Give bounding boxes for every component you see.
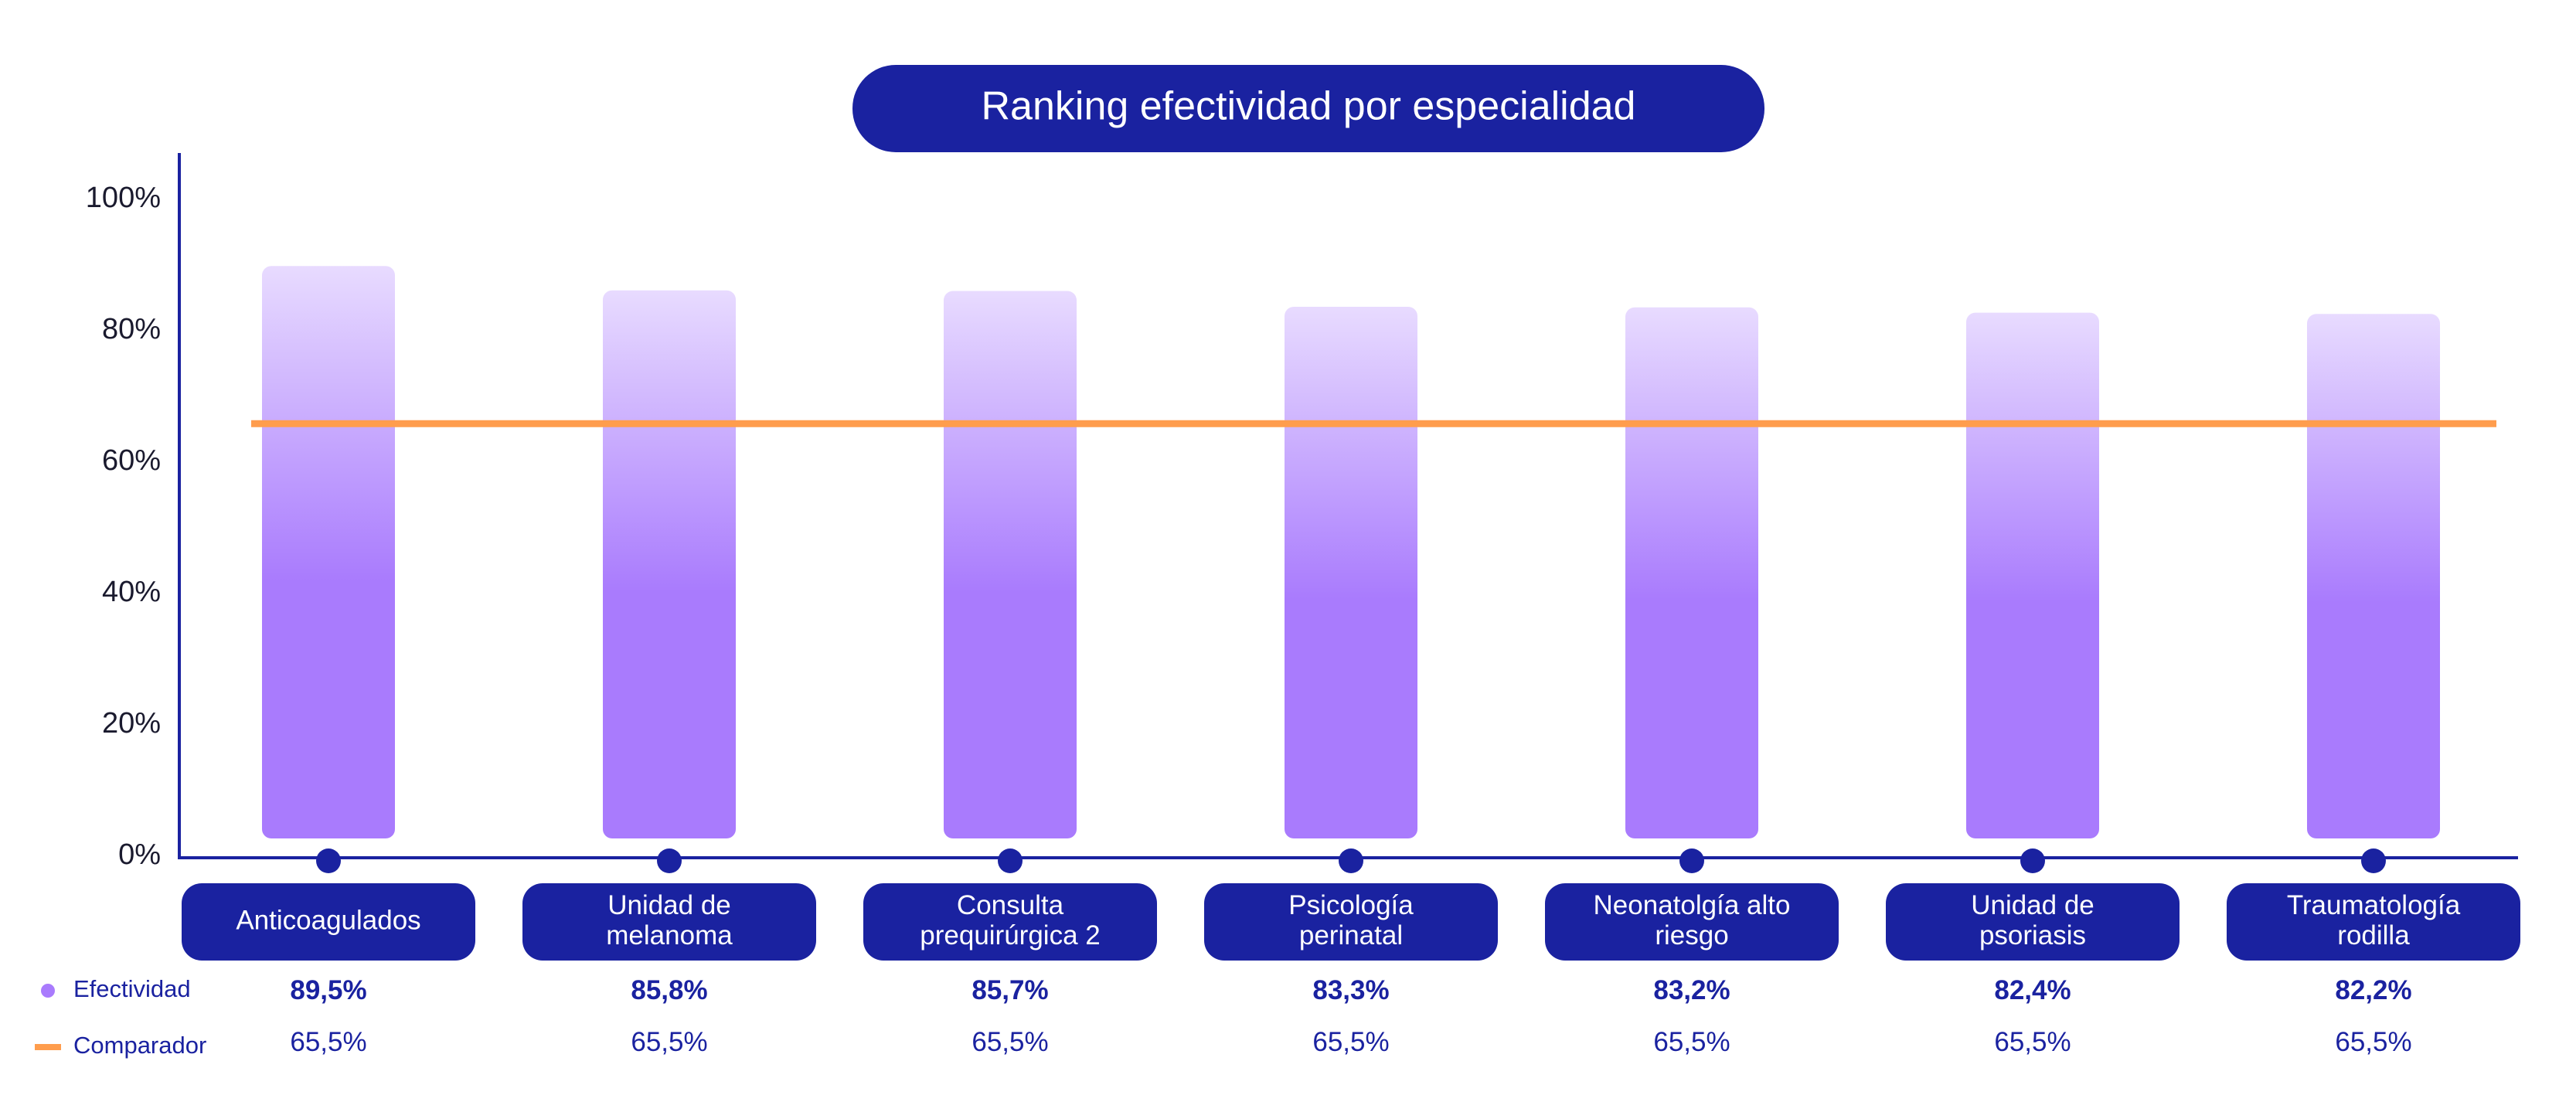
bar-efectividad	[944, 291, 1077, 838]
category-markers	[316, 848, 2386, 873]
category-label: Consulta	[957, 890, 1064, 920]
category-marker	[998, 848, 1023, 873]
category-marker	[316, 848, 341, 873]
category-label: rodilla	[2337, 920, 2410, 950]
y-tick-label: 60%	[102, 444, 161, 477]
value-comparador: 65,5%	[2335, 1027, 2411, 1057]
category-pill-background	[2227, 883, 2520, 961]
value-comparador: 65,5%	[631, 1027, 707, 1057]
value-efectividad: 85,8%	[631, 975, 707, 1005]
bar-efectividad	[1625, 307, 1758, 838]
y-tick-label: 80%	[102, 313, 161, 345]
legend-comparador-label: Comparador	[73, 1032, 206, 1059]
category-pill-background	[522, 883, 816, 961]
value-comparador: 65,5%	[290, 1027, 366, 1057]
value-comparador: 65,5%	[972, 1027, 1048, 1057]
value-comparador: 65,5%	[1653, 1027, 1730, 1057]
y-axis-ticks: 0% 20% 40% 60% 80% 100%	[86, 182, 161, 871]
value-rows: 89,5% 65,5% 85,8% 65,5% 85,7% 65,5% 83,3% 65,5%…	[290, 975, 2411, 1057]
legend: Efectividad Comparador	[35, 975, 206, 1059]
bar-efectividad	[2307, 314, 2440, 838]
category-label: riesgo	[1655, 920, 1728, 950]
value-comparador: 65,5%	[1994, 1027, 2071, 1057]
value-efectividad: 83,2%	[1653, 975, 1730, 1005]
category-label: Psicología	[1288, 890, 1414, 920]
category-marker	[657, 848, 682, 873]
category-marker	[1679, 848, 1704, 873]
category-marker	[1339, 848, 1363, 873]
category-marker	[2020, 848, 2045, 873]
bar-efectividad	[1966, 312, 2099, 839]
bar-efectividad	[1285, 306, 1417, 838]
y-tick-label: 40%	[102, 576, 161, 608]
category-label: melanoma	[606, 920, 733, 950]
value-comparador: 65,5%	[1312, 1027, 1389, 1057]
category-pill-background	[1204, 883, 1498, 961]
chart-title-pill: Ranking efectividad por especialidad	[852, 65, 1764, 152]
category-label: Unidad de	[607, 890, 731, 920]
value-efectividad: 85,7%	[972, 975, 1048, 1005]
category-pill-background	[1545, 883, 1839, 961]
category-label: perinatal	[1299, 920, 1403, 950]
y-tick-label: 0%	[118, 838, 161, 871]
category-labels: Anticoagulados Unidad demelanomaConsultap…	[182, 883, 2520, 961]
category-pill-background	[1886, 883, 2180, 961]
category-label: prequirúrgica 2	[920, 920, 1100, 950]
category-pill-background	[182, 883, 475, 961]
category-label: Anticoagulados	[236, 905, 420, 935]
y-tick-label: 100%	[86, 182, 161, 214]
y-tick-label: 20%	[102, 707, 161, 740]
category-label: psoriasis	[1979, 920, 2086, 950]
chart-title: Ranking efectividad por especialidad	[982, 84, 1636, 129]
legend-efectividad-label: Efectividad	[73, 975, 191, 1002]
value-efectividad: 83,3%	[1312, 975, 1389, 1005]
legend-efectividad-marker	[41, 984, 55, 998]
category-pill-background	[863, 883, 1157, 961]
category-pill: Anticoagulados	[182, 883, 475, 961]
value-efectividad: 89,5%	[290, 975, 366, 1005]
bar-efectividad	[603, 290, 736, 838]
category-label: Traumatología	[2287, 890, 2461, 920]
value-efectividad: 82,4%	[1994, 975, 2071, 1005]
bars	[262, 266, 2440, 839]
category-label: Unidad de	[1971, 890, 2094, 920]
value-efectividad: 82,2%	[2335, 975, 2411, 1005]
bar-efectividad	[262, 266, 395, 838]
legend-comparador-marker	[35, 1044, 61, 1050]
chart-title-background	[852, 65, 1764, 152]
category-label: Neonatolgía alto	[1594, 890, 1791, 920]
category-marker	[2361, 848, 2386, 873]
